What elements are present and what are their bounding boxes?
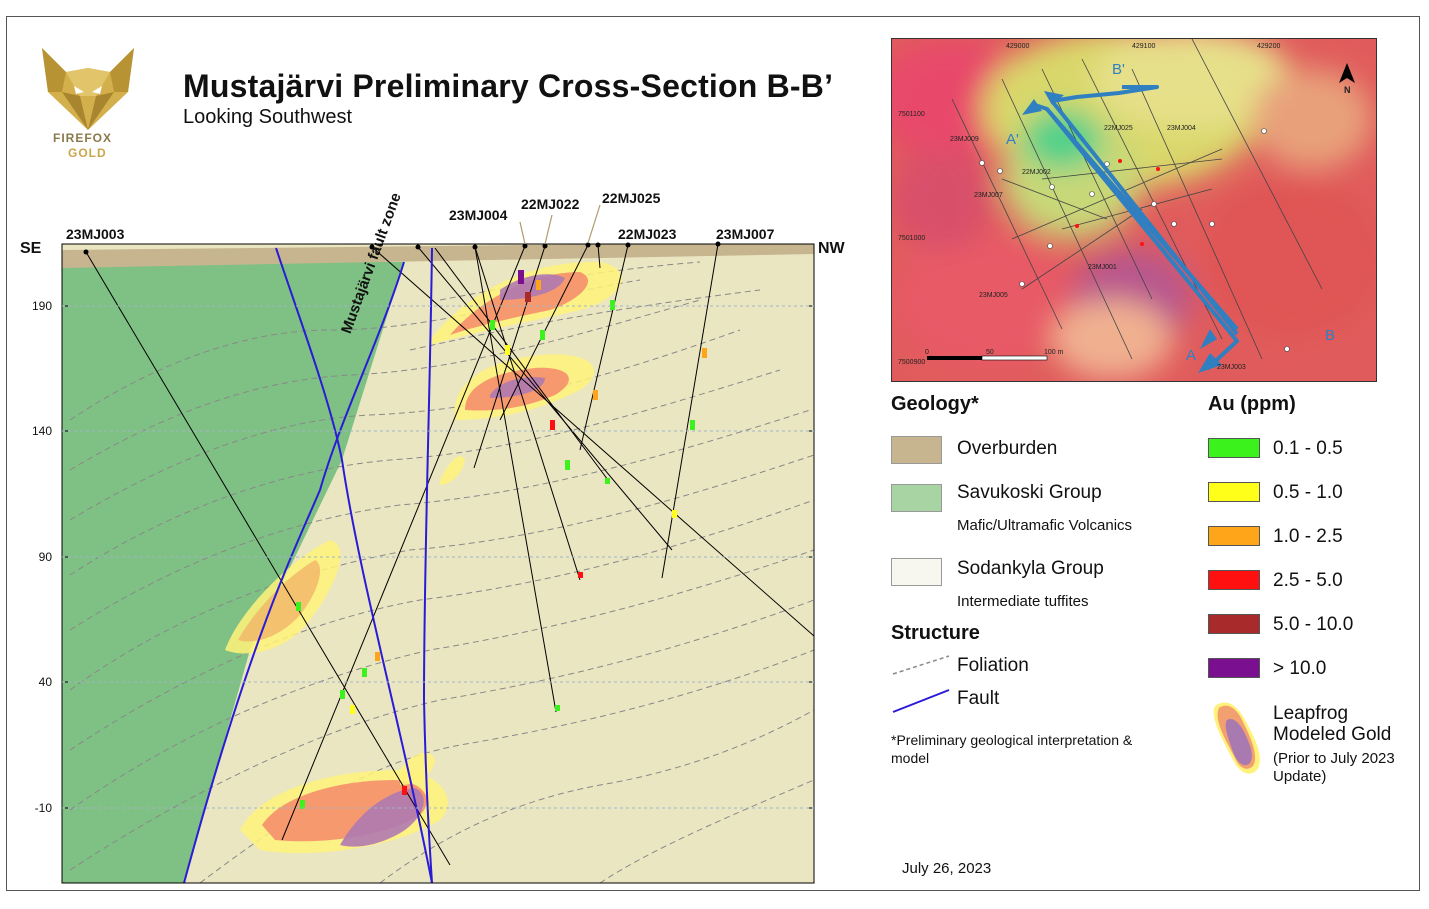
geology-legend-sublabel: Intermediate tuffites <box>957 593 1089 610</box>
savukoski-group-area <box>62 262 404 883</box>
drill-hole-22MJ023-trace <box>579 244 629 451</box>
fault-west <box>275 247 433 883</box>
au-swatch-4 <box>1208 614 1260 634</box>
leapfrog-label-line3: (Prior to July 2023 <box>1273 750 1395 767</box>
sodankyla-swatch <box>891 558 942 586</box>
easting-tick: 429100 <box>1132 43 1156 50</box>
inset-map-graphic <box>892 39 1376 381</box>
geology-legend-label: Savukoski Group <box>957 482 1102 503</box>
structure-legend-label: Foliation <box>957 655 1029 676</box>
northing-tick: 7501000 <box>898 235 926 242</box>
assay-markers <box>296 270 707 809</box>
fault-east <box>422 247 433 883</box>
map-hole-label: 23MJ003 <box>1217 364 1246 371</box>
leapfrog-label-line1: Leapfrog <box>1273 703 1349 724</box>
drill-hole-traces <box>85 244 814 866</box>
easting-tick: 429200 <box>1257 43 1281 50</box>
figure-frame <box>6 16 1420 891</box>
northing-tick: 7500900 <box>898 359 926 366</box>
elevation-tick-label: 140 <box>31 424 52 438</box>
scale-label: 100 m <box>1044 349 1064 356</box>
scale-label: 50 <box>986 349 994 356</box>
geology-legend-sublabel: Mafic/Ultramafic Volcanics <box>957 517 1133 534</box>
map-hole-label: 23MJ005 <box>979 292 1008 299</box>
section-marker-a: A <box>1186 347 1197 364</box>
cross-section-diagram <box>61 204 815 884</box>
elevation-tick-label: 40 <box>38 675 52 689</box>
page-subtitle: Looking Southwest <box>183 106 353 128</box>
section-border <box>61 243 815 884</box>
interpretation-note: *Preliminary geological interpretation &… <box>891 732 1133 766</box>
geology-legend-label: Sodankyla Group <box>957 558 1104 579</box>
northing-tick: 7501100 <box>898 111 925 118</box>
map-hole-label: 23MJ004 <box>1167 125 1196 132</box>
geology-legend-label: Overburden <box>957 438 1058 459</box>
map-hole-label: 23MJ001 <box>1088 264 1117 271</box>
logo-text-gold: GOLD <box>68 146 107 160</box>
overburden-area <box>62 244 814 268</box>
page-title: Mustajärvi Preliminary Cross-Section B-B… <box>183 68 834 104</box>
drill-hole-label: 22MJ023 <box>618 226 677 242</box>
au-swatch-1 <box>1208 482 1260 502</box>
au-legend-label: > 10.0 <box>1273 658 1327 679</box>
au-legend-label: 1.0 - 2.5 <box>1273 526 1343 547</box>
elevation-tick-label: -10 <box>34 801 52 815</box>
geology-legend-title: Geology* <box>891 393 979 415</box>
logo-text-firefox: FIREFOX <box>53 131 113 145</box>
drill-hole-label: 22MJ022 <box>521 196 580 212</box>
inset-map: 429000 429100 429200 7501100 7501000 750… <box>891 38 1377 382</box>
drill-hole-23MJ007-trace <box>661 244 719 579</box>
map-hole-label: 23MJ007 <box>974 192 1003 199</box>
au-legend-label: 0.1 - 0.5 <box>1273 438 1343 459</box>
savukoski-swatch <box>891 484 942 512</box>
north-arrow-label: N <box>1344 85 1351 95</box>
map-hole-label: 23MJ009 <box>950 136 979 143</box>
easting-tick: 429000 <box>1006 43 1030 50</box>
elevation-tick-label: 190 <box>31 299 52 313</box>
au-swatch-2 <box>1208 526 1260 546</box>
section-marker-b: B <box>1325 327 1336 344</box>
structure-legend-title: Structure <box>891 622 980 644</box>
fox-head-logo <box>42 48 134 130</box>
au-swatch-0 <box>1208 438 1260 458</box>
drill-hole-label: 23MJ003 <box>66 226 125 242</box>
leapfrog-modeled-gold <box>225 261 622 854</box>
leapfrog-label-line4: Update) <box>1273 768 1327 785</box>
section-end-se: SE <box>20 240 42 257</box>
leapfrog-gold-symbol <box>1213 702 1260 774</box>
savukoski-contact <box>183 261 405 883</box>
drill-hole-label: 23MJ004 <box>449 207 508 223</box>
scale-label: 0 <box>925 349 929 356</box>
au-swatch-5 <box>1208 658 1260 678</box>
foliation-symbol <box>892 655 950 675</box>
leapfrog-label-line2: Modeled Gold <box>1273 724 1392 745</box>
map-hole-label: 22MJ002 <box>1022 169 1051 176</box>
elevation-tick-label: 90 <box>38 550 52 564</box>
drill-hole-22MJ022-trace <box>281 245 526 841</box>
section-end-nw: NW <box>818 240 845 257</box>
drill-hole-label: 22MJ025 <box>602 190 661 206</box>
au-swatch-3 <box>1208 570 1260 590</box>
au-legend-label: 2.5 - 5.0 <box>1273 570 1343 591</box>
figure-date: July 26, 2023 <box>902 860 992 877</box>
overburden-swatch <box>891 436 942 464</box>
section-marker-b-prime: B' <box>1112 61 1125 78</box>
au-legend-label: 0.5 - 1.0 <box>1273 482 1343 503</box>
drill-hole-label: 23MJ007 <box>716 226 775 242</box>
fault-symbol <box>892 689 950 713</box>
au-legend-label: 5.0 - 10.0 <box>1273 614 1354 635</box>
au-legend-title: Au (ppm) <box>1208 393 1296 415</box>
drill-hole-23MJ003-trace <box>85 251 451 866</box>
fault-lines <box>183 247 433 883</box>
structure-legend-label: Fault <box>957 688 1000 709</box>
map-hole-label: 22MJ025 <box>1104 125 1133 132</box>
section-marker-a-prime: A' <box>1006 131 1019 148</box>
